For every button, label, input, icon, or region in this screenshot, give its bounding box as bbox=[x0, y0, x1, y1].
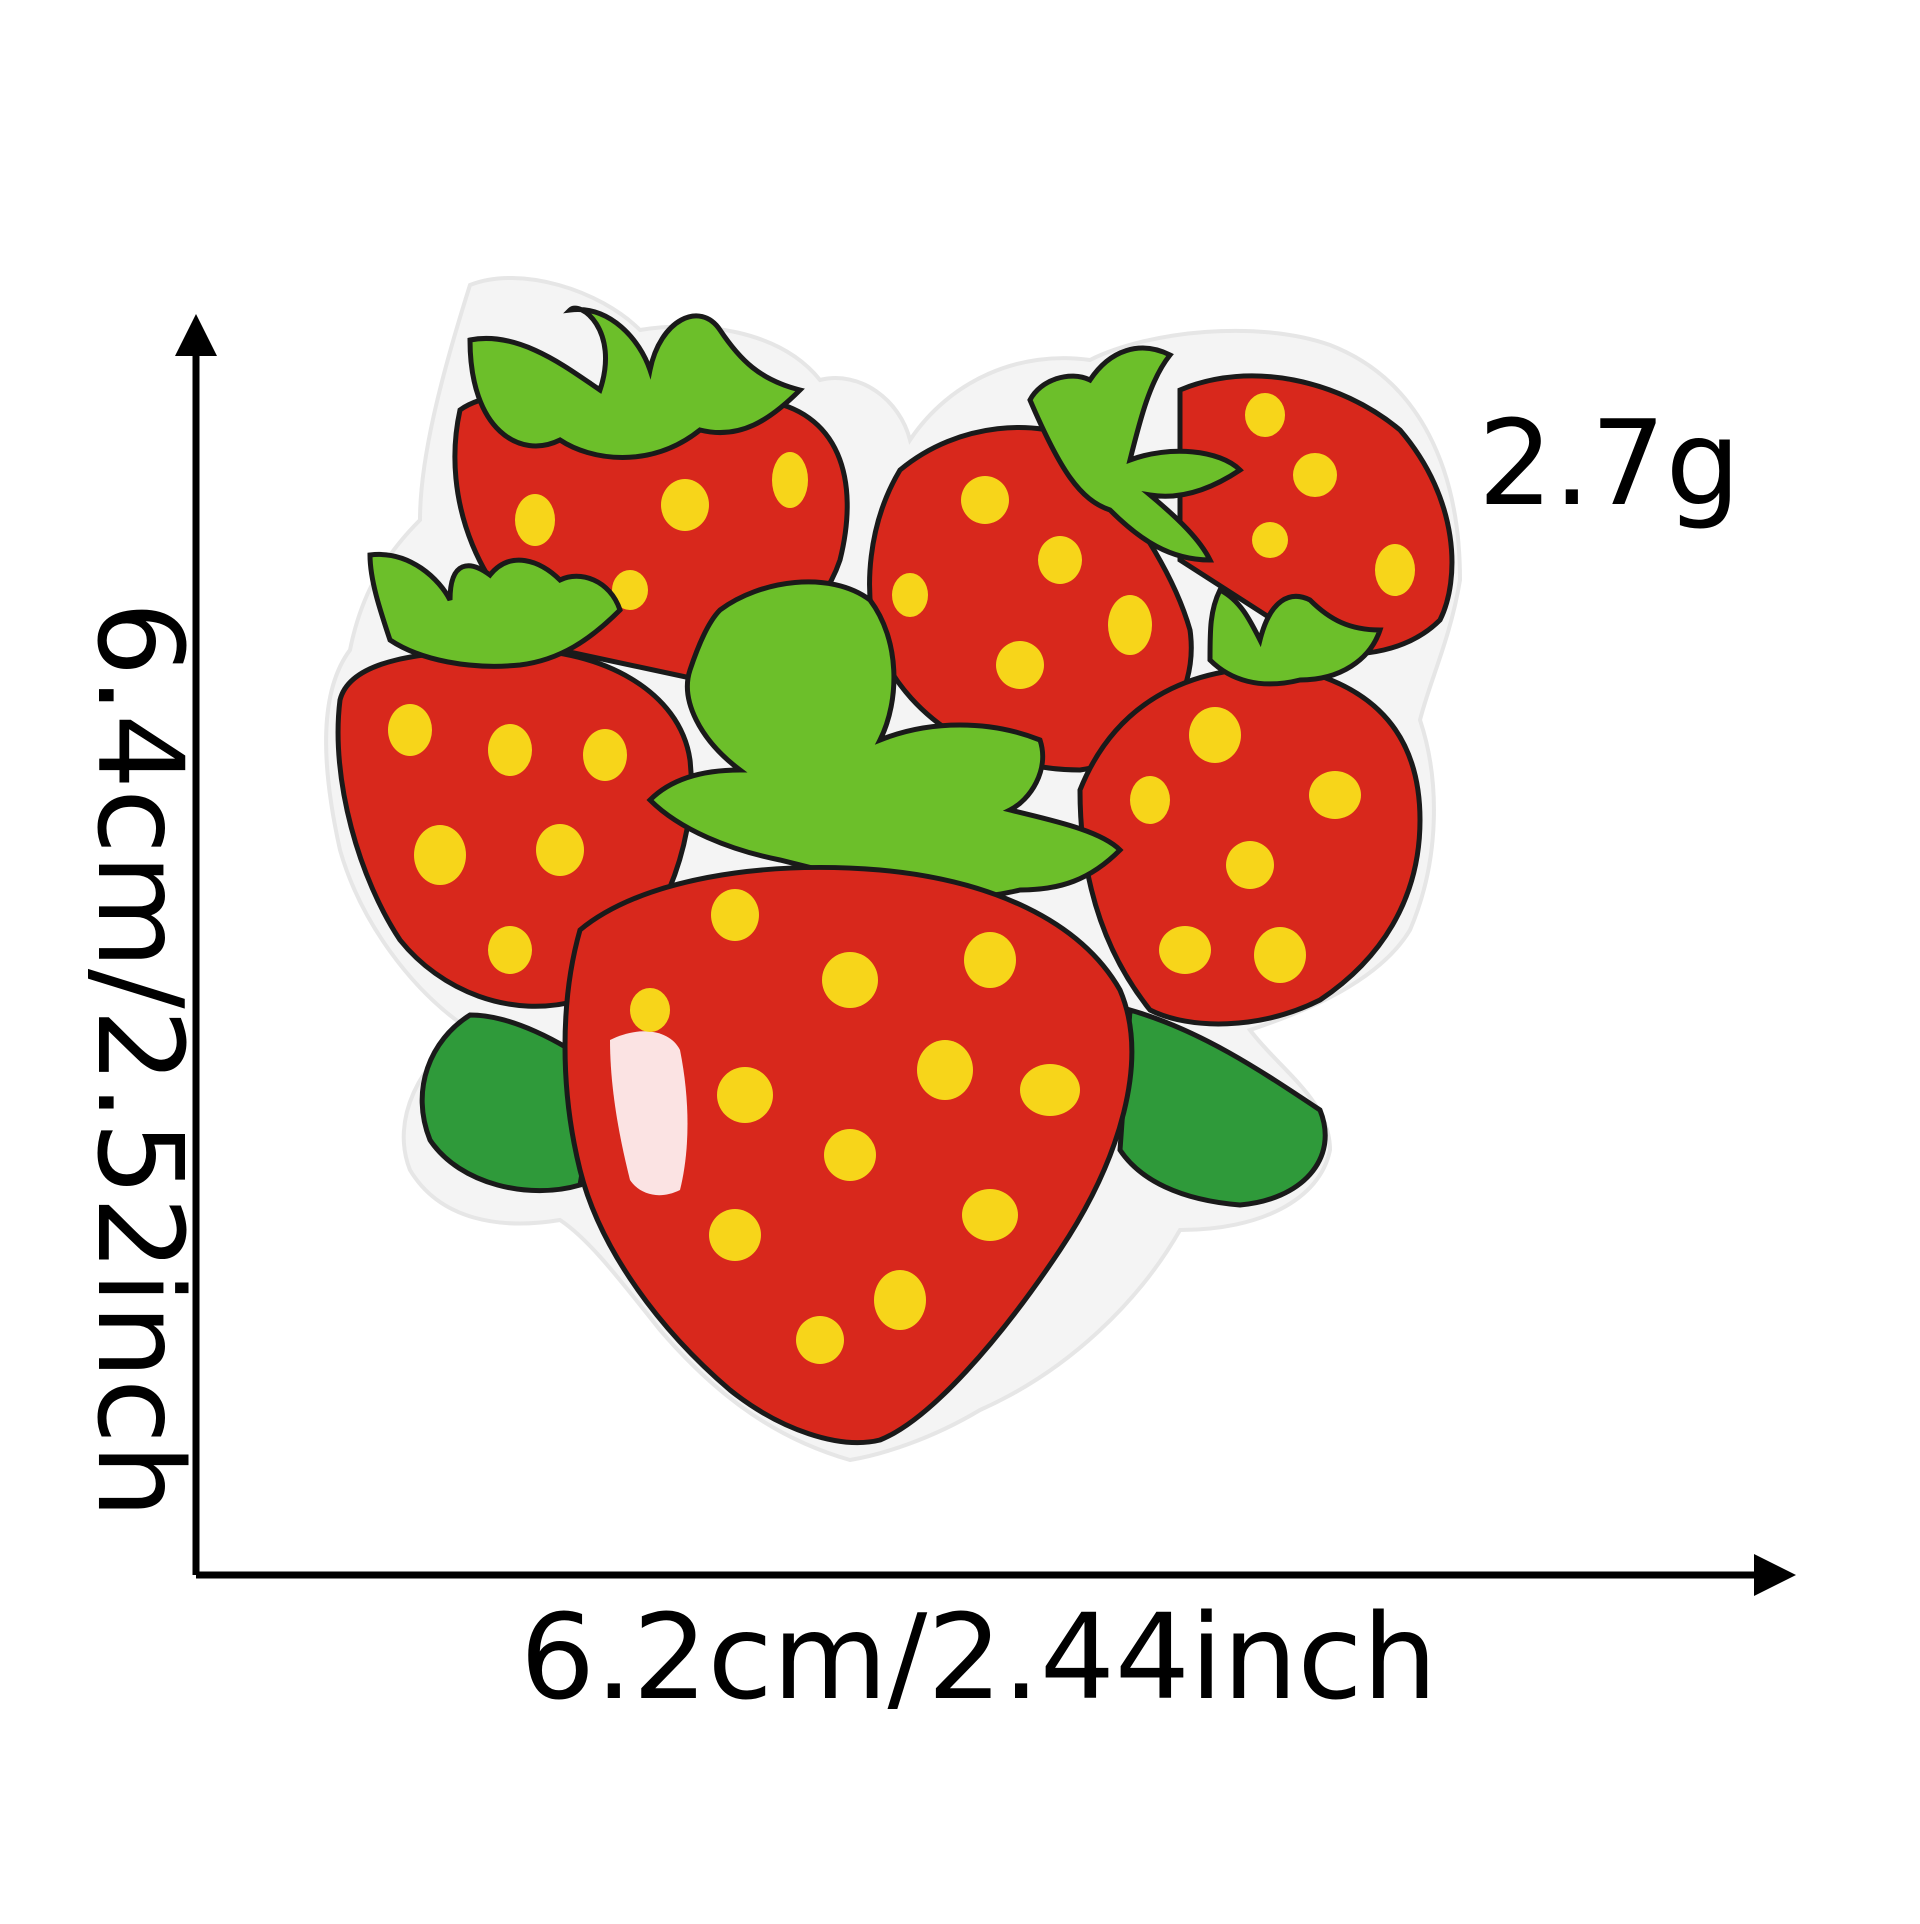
strawberry-right bbox=[1077, 586, 1423, 1027]
height-label: 6.4cm/2.52inch bbox=[71, 601, 209, 1519]
leaf-bottom-right bbox=[1117, 1006, 1328, 1208]
leaf-bottom-left bbox=[419, 1012, 603, 1194]
highlight-mark bbox=[610, 1031, 688, 1196]
weight-label: 2.7g bbox=[1478, 394, 1741, 532]
center-leaves bbox=[646, 579, 1124, 900]
strawberry-top-right-back bbox=[1177, 373, 1455, 657]
width-label: 6.2cm/2.44inch bbox=[520, 1588, 1438, 1726]
strawberry-top-middle bbox=[867, 345, 1244, 773]
dimension-lines bbox=[175, 314, 1796, 1596]
strawberry-front bbox=[562, 865, 1135, 1446]
